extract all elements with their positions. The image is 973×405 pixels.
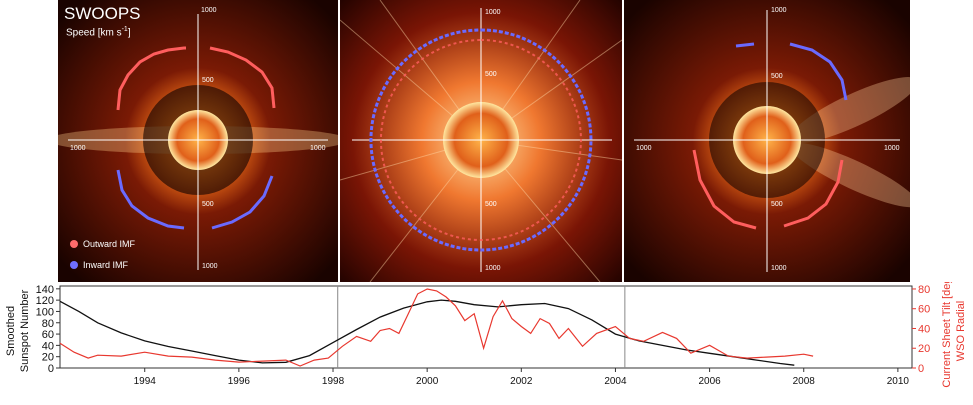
panel-subtitle-sup: -1 (121, 26, 128, 33)
svg-text:500: 500 (202, 201, 214, 208)
svg-text:1000: 1000 (884, 145, 900, 152)
right-tick-label-2: 40 (918, 323, 930, 335)
svg-text:1000: 1000 (636, 145, 652, 152)
panel-subtitle: Speed [km s-1] (66, 26, 131, 38)
x-tick-label-2: 1998 (322, 376, 345, 387)
legend-inward-label: Inward IMF (83, 260, 129, 270)
legend-outward: Outward IMF (70, 239, 135, 249)
svg-text:500: 500 (202, 77, 214, 84)
x-tick-label-0: 1994 (134, 376, 157, 387)
polar-panel-1-image: 1000 500 500 1000 1000 1000 (58, 0, 338, 282)
polar-panel-2: 1000 500 500 1000 (340, 0, 622, 282)
panel-subtitle-end: ] (127, 27, 131, 39)
left-tick-label-3: 60 (42, 329, 54, 341)
left-tick-label-4: 80 (42, 318, 54, 330)
plot-area (59, 285, 913, 369)
left-tick-label-1: 20 (42, 352, 54, 364)
right-axis-label-line2: WSO Radial (955, 301, 967, 362)
polar-panel-1: 1000 500 500 1000 1000 1000 SWOOPS Speed… (58, 0, 338, 282)
x-tick-label-6: 2006 (698, 376, 721, 387)
x-tick-label-1: 1996 (228, 376, 251, 387)
polar-panel-3-image: 1000 500 500 1000 1000 1000 (624, 0, 910, 282)
left-tick-label-2: 40 (42, 340, 54, 352)
left-tick-label-7: 140 (36, 284, 54, 296)
legend-inward-dot (70, 261, 78, 269)
svg-text:1000: 1000 (70, 145, 86, 152)
svg-text:500: 500 (771, 201, 783, 208)
svg-text:1000: 1000 (202, 263, 218, 270)
right-tick-label-3: 60 (918, 304, 930, 316)
x-tick-label-3: 2000 (416, 376, 439, 387)
polar-panel-2-image: 1000 500 500 1000 (340, 0, 622, 282)
legend-outward-dot (70, 240, 78, 248)
right-tick-label-0: 0 (918, 363, 924, 375)
polar-panel-3: 1000 500 500 1000 1000 1000 (624, 0, 910, 282)
x-tick-label-7: 2008 (793, 376, 816, 387)
svg-text:1000: 1000 (485, 9, 501, 16)
left-tick-label-6: 120 (36, 295, 54, 307)
svg-text:1000: 1000 (771, 265, 787, 272)
legend-inward: Inward IMF (70, 260, 128, 270)
panel-title: SWOOPS (64, 4, 141, 23)
right-tick-label-4: 80 (918, 284, 930, 296)
svg-text:1000: 1000 (771, 7, 787, 14)
x-tick-label-8: 2010 (887, 376, 910, 387)
svg-text:500: 500 (485, 71, 497, 78)
left-tick-label-5: 100 (36, 306, 54, 318)
left-axis-label-line2: Sunspot Number (19, 289, 31, 372)
series-line-0 (59, 299, 795, 366)
left-axis-label-line1: Smoothed (5, 306, 17, 356)
svg-text:500: 500 (771, 73, 783, 80)
x-tick-label-4: 2002 (510, 376, 533, 387)
svg-text:1000: 1000 (201, 7, 217, 14)
x-tick-label-5: 2004 (604, 376, 627, 387)
series-line-1 (59, 288, 814, 367)
right-axis-label-line1: Current Sheet Tilt [deg] (941, 282, 953, 388)
legend-outward-label: Outward IMF (83, 239, 136, 249)
svg-text:500: 500 (485, 201, 497, 208)
svg-text:1000: 1000 (310, 145, 326, 152)
svg-text:1000: 1000 (485, 265, 501, 272)
panel-subtitle-text: Speed [km s (66, 27, 122, 39)
right-tick-label-1: 20 (918, 343, 930, 355)
left-tick-label-0: 0 (48, 363, 54, 375)
